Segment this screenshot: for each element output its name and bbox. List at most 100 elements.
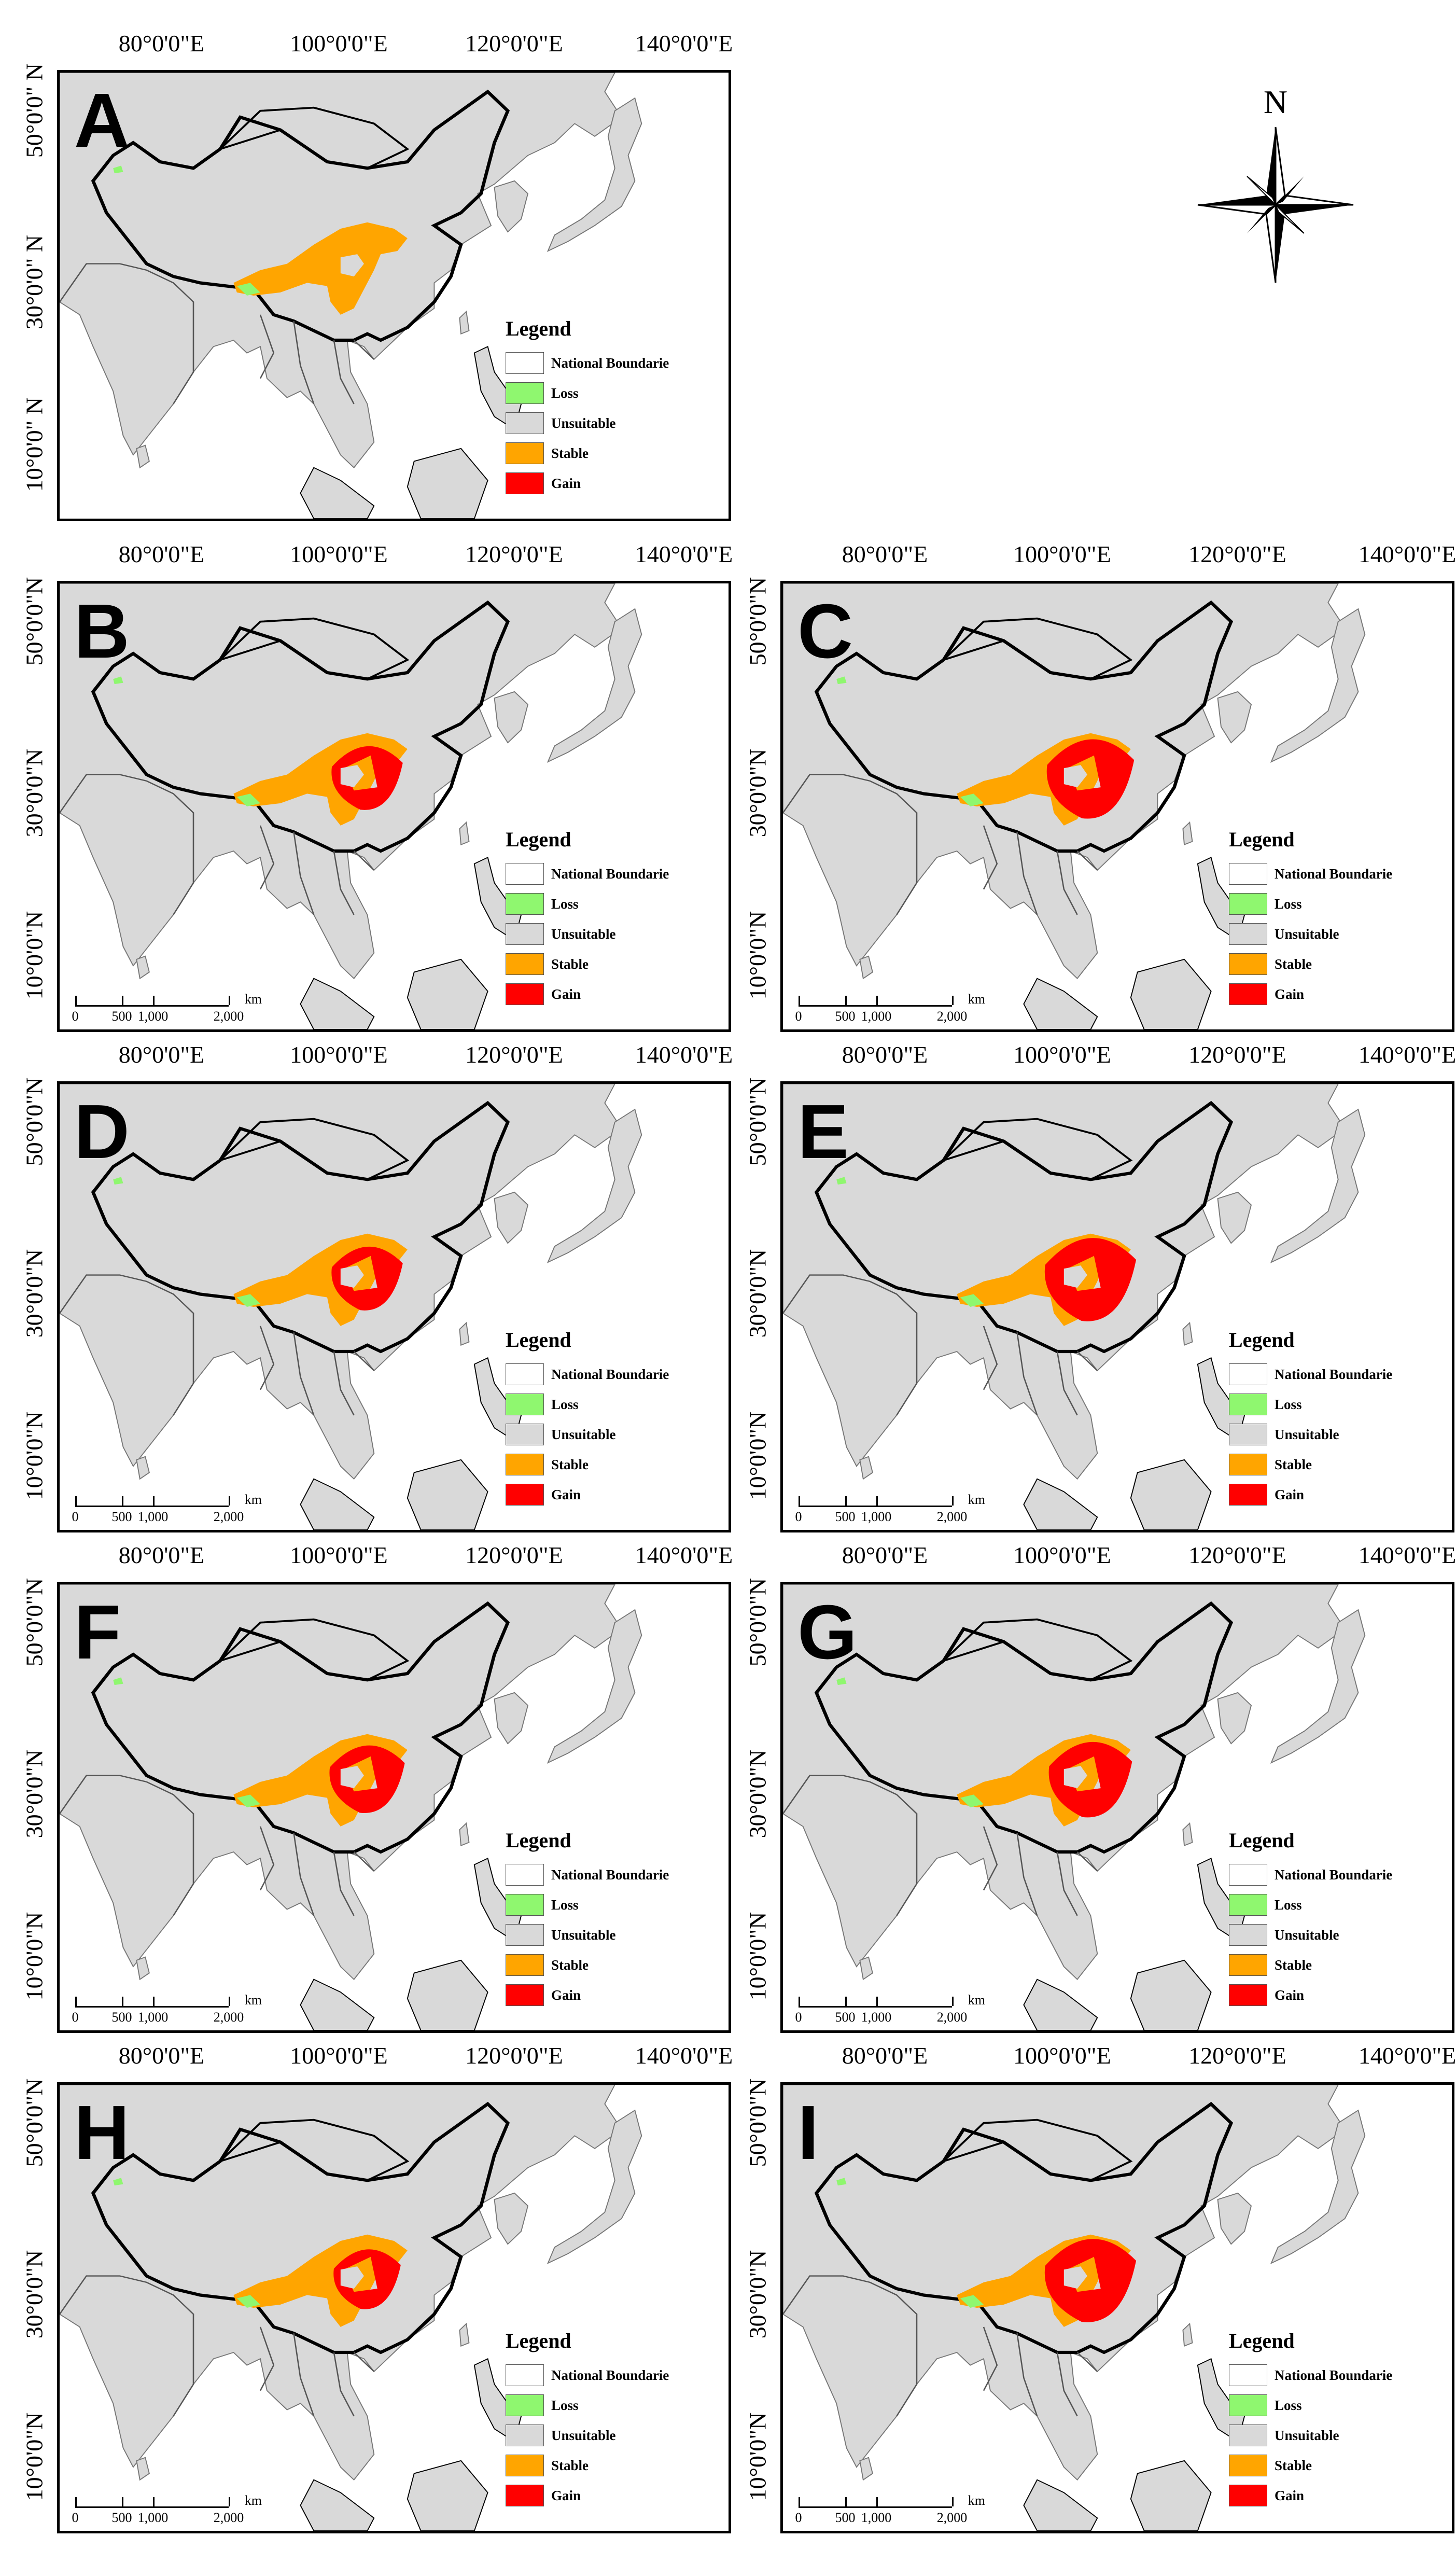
legend-swatch <box>1229 2424 1267 2446</box>
legend-swatch <box>506 1454 544 1475</box>
gain-area <box>331 746 403 810</box>
scale-tick-label: 0 <box>72 1009 79 1024</box>
legend-swatch <box>1229 2364 1267 2386</box>
legend-swatch <box>1229 1924 1267 1946</box>
legend-label: National Boundarie <box>551 2367 669 2383</box>
scale-bar: km 0 500 1,000 2,000 <box>72 2493 262 2526</box>
legend-swatch <box>1229 1454 1267 1475</box>
legend-swatch <box>1229 953 1267 975</box>
gain-area <box>1048 1741 1132 1818</box>
legend-label: Gain <box>1275 2487 1305 2503</box>
legend-item: National Boundarie <box>506 2360 669 2390</box>
legend-label: Unsuitable <box>551 926 616 942</box>
longitude-label: 140°0'0"E <box>635 30 733 57</box>
map-canvas <box>60 1084 642 1530</box>
map-legend: Legend National Boundarie Loss Unsuitabl… <box>1229 2329 1392 2511</box>
mongolia-boundary <box>943 617 1133 680</box>
latitude-label: 10°0'0"N <box>21 2412 48 2501</box>
longitude-label: 100°0'0"E <box>290 1542 388 1568</box>
legend-swatch <box>1229 923 1267 945</box>
scale-tick-label: 2,000 <box>213 2010 244 2025</box>
longitude-label: 140°0'0"E <box>1358 1041 1456 1068</box>
legend-label: Loss <box>551 1396 579 1412</box>
legend-item: Unsuitable <box>506 2420 669 2450</box>
legend-item: Gain <box>1229 1480 1392 1510</box>
scale-unit: km <box>244 992 262 1007</box>
borneo-sumatra <box>300 1459 488 1530</box>
legend-item: Unsuitable <box>1229 919 1392 949</box>
latitude-label: 50°0'0"N <box>21 1578 48 1667</box>
legend-label: Loss <box>551 2397 579 2413</box>
legend-item: Loss <box>506 889 669 919</box>
mongolia-boundary <box>219 2119 410 2182</box>
legend-title: Legend <box>506 2329 571 2352</box>
range-hole <box>1063 2266 1087 2289</box>
longitude-label: 100°0'0"E <box>290 541 388 567</box>
range-hole <box>340 1265 364 1288</box>
species-range <box>836 1177 1137 1326</box>
latitude-label: 30°0'0"N <box>21 748 48 838</box>
japan-islands <box>547 2109 642 2264</box>
legend-swatch <box>506 863 544 885</box>
legend-item: Loss <box>506 378 669 408</box>
gain-area <box>333 2249 401 2309</box>
panel-letter: I <box>797 2090 819 2176</box>
longitude-label: 100°0'0"E <box>1013 2042 1111 2069</box>
legend-item: Loss <box>1229 2390 1392 2420</box>
latitude-label: 50°0'0"N <box>21 577 48 666</box>
latitude-label: 10°0'0" N <box>21 397 48 492</box>
species-range <box>836 676 1135 826</box>
map-legend: Legend National Boundarie Loss Unsuitabl… <box>506 2329 669 2511</box>
scale-tick-label: 2,000 <box>213 1009 244 1024</box>
legend-swatch <box>506 2424 544 2446</box>
legend-swatch <box>506 2455 544 2476</box>
southeast-asia-boundaries <box>259 825 375 915</box>
mongolia-boundary <box>219 1118 410 1181</box>
taiwan <box>459 1822 470 1847</box>
legend-item: Stable <box>1229 1950 1392 1980</box>
legend-item: Loss <box>506 2390 669 2420</box>
scale-unit: km <box>244 2493 262 2508</box>
legend-label: Stable <box>551 1957 589 1973</box>
scale-tick-label: 2,000 <box>936 2510 968 2525</box>
scale-unit: km <box>968 1492 985 1507</box>
legend-label: Unsuitable <box>1275 926 1339 942</box>
southeast-asia-boundaries <box>259 2326 375 2417</box>
scale-tick-label: 500 <box>111 2010 132 2025</box>
legend-label: Gain <box>1275 986 1305 1002</box>
legend-item: National Boundarie <box>1229 1359 1392 1389</box>
map-canvas <box>783 1584 1366 2030</box>
legend-item: Stable <box>1229 1450 1392 1480</box>
sri-lanka <box>136 1456 150 1480</box>
panel-letter: G <box>797 1590 858 1675</box>
map-legend: Legend National Boundarie Loss Unsuitabl… <box>1229 1828 1392 2010</box>
legend-title: Legend <box>506 1328 571 1351</box>
legend-label: Gain <box>551 475 581 491</box>
legend-swatch <box>1229 2455 1267 2476</box>
legend-title: Legend <box>506 828 571 851</box>
legend-title: Legend <box>1229 1328 1295 1351</box>
scale-tick-label: 1,000 <box>861 1509 892 1524</box>
map-legend: Legend National Boundarie Loss Unsuitabl… <box>1229 1328 1392 1510</box>
scale-tick-label: 2,000 <box>213 2510 244 2525</box>
legend-label: National Boundarie <box>1275 1866 1393 1883</box>
mongolia-boundary <box>943 1618 1133 1681</box>
legend-item: Loss <box>506 1389 669 1419</box>
legend-label: Gain <box>551 1486 581 1502</box>
korea-peninsula <box>1217 1191 1252 1244</box>
legend-swatch <box>1229 2485 1267 2506</box>
legend-item: Stable <box>506 1450 669 1480</box>
india-boundary <box>783 2275 918 2417</box>
legend-item: Gain <box>1229 2481 1392 2511</box>
borneo-sumatra <box>1023 958 1212 1029</box>
japan-islands <box>547 97 642 252</box>
legend-item: National Boundarie <box>506 1860 669 1890</box>
species-range <box>113 165 408 315</box>
legend-label: Gain <box>1275 1987 1305 2003</box>
map-frame: F Legend National Boundarie Loss Unsuita… <box>57 1582 731 2033</box>
panel-letter: C <box>797 589 853 674</box>
legend-label: Stable <box>551 1456 589 1472</box>
gain-area <box>331 1246 403 1311</box>
longitude-label: 80°0'0"E <box>842 1542 928 1568</box>
taiwan <box>459 821 470 846</box>
